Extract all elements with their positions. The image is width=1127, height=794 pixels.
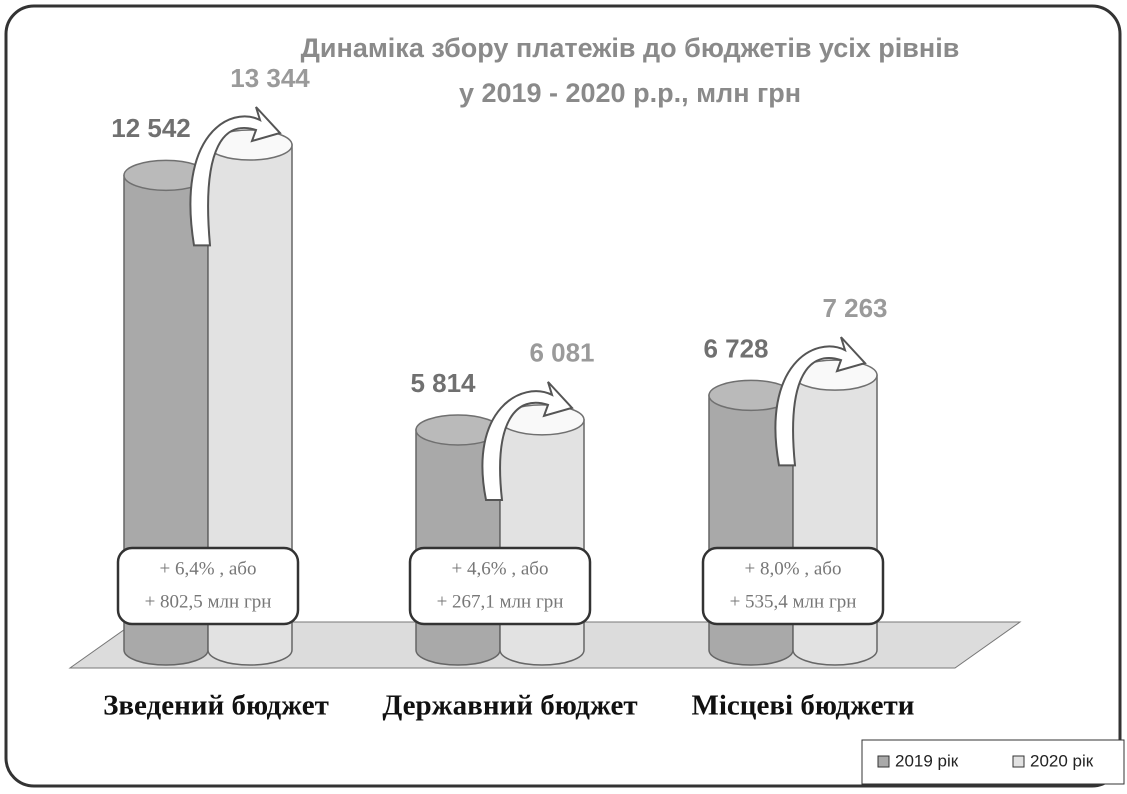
annotation-box [116,546,300,626]
cylinder [207,144,293,666]
legend-box [861,739,1125,785]
legend-label: 2020 рік [1030,751,1094,770]
legend-label: 2019 рік [895,751,959,770]
legend-swatch [1012,755,1025,768]
arrow [481,381,574,501]
value-label: 6 081 [529,338,594,368]
value-label: 6 728 [703,333,768,363]
legend-swatch [877,755,890,768]
annotation-text: + 802,5 млн грн [145,591,272,612]
arrow [189,106,282,247]
value-label: 5 814 [410,368,476,398]
cylinder [499,419,585,666]
x-tick-label: Місцеві бюджети [692,690,915,722]
annotation-text: + 6,4% , або [160,558,257,579]
value-label: 13 344 [230,63,310,93]
x-tick-label: Державний бюджет [382,690,637,722]
chart-subtitle: у 2019 - 2020 р.р., млн грн [459,78,801,108]
annotation-box [408,546,592,626]
x-tick-label: Зведений бюджет [103,690,329,722]
chart-title: Динаміка збору платежів до бюджетів усіх… [301,33,960,63]
annotation-text: + 267,1 млн грн [437,591,564,612]
cylinder [123,174,209,666]
value-label: 12 542 [111,113,191,143]
arrow [774,336,867,467]
annotation-text: + 4,6% , або [452,558,549,579]
annotation-box [701,546,885,626]
value-label: 7 263 [822,293,887,323]
annotation-text: + 8,0% , або [745,558,842,579]
annotation-text: + 535,4 млн грн [730,591,857,612]
